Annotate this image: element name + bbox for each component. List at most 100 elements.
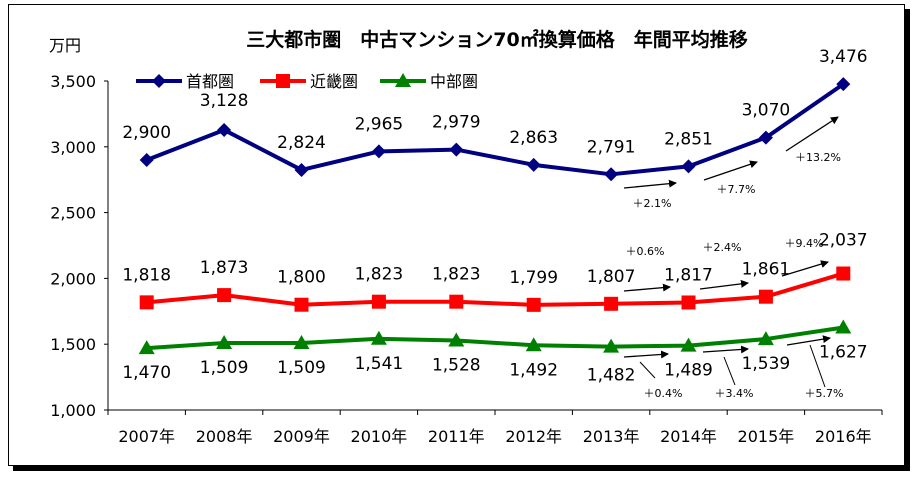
data-label: 1,509 — [277, 358, 326, 378]
data-label: 2,900 — [122, 123, 171, 143]
x-tick-label: 2016年 — [815, 427, 872, 446]
data-point — [370, 330, 387, 345]
legend-label: 中部圏 — [430, 72, 478, 91]
data-point — [836, 77, 851, 92]
x-tick-label: 2008年 — [196, 427, 253, 446]
data-point — [758, 289, 773, 304]
y-tick-label: 1,500 — [50, 335, 96, 354]
change-label: ＋5.7% — [805, 387, 844, 400]
data-point — [216, 335, 233, 350]
data-label: 1,539 — [742, 354, 791, 374]
data-point — [139, 295, 154, 310]
legend-marker — [152, 74, 166, 88]
legend-item: 首都圏 — [136, 72, 234, 91]
data-label: 2,863 — [509, 128, 558, 148]
y-tick-label: 1,000 — [50, 401, 96, 420]
series-1: 2,900 3,128 2,824 2,965 2,979 2,863 2,791 2,851… — [122, 47, 867, 210]
data-label: 2,824 — [277, 133, 326, 153]
x-tick-label: 2013年 — [583, 427, 640, 446]
series-line — [146, 325, 844, 351]
data-point — [294, 162, 309, 177]
data-label: 1,489 — [664, 361, 713, 381]
legend-item: 中部圏 — [380, 72, 478, 91]
data-point — [525, 337, 542, 352]
data-point — [371, 144, 386, 159]
x-tick-label: 2014年 — [660, 427, 717, 446]
series-2: 1,818 1,873 1,800 1,823 1,823 1,799 1,807 1,817… — [122, 231, 868, 312]
data-point — [217, 122, 232, 137]
data-point — [449, 142, 464, 157]
legend-marker — [395, 73, 411, 87]
data-label: 1,541 — [355, 354, 404, 374]
data-label: 1,861 — [742, 260, 791, 280]
change-arrow — [623, 350, 669, 359]
data-label: 2,851 — [664, 129, 713, 149]
change-label: ＋0.6% — [626, 245, 665, 258]
data-label: 1,817 — [664, 265, 713, 285]
change-arrow — [781, 260, 829, 277]
change-label: ＋2.1% — [633, 197, 672, 210]
data-point — [681, 295, 696, 310]
y-tick-label: 3,000 — [50, 138, 96, 157]
x-tick-label: 2007年 — [118, 427, 175, 446]
change-arrow — [702, 345, 749, 354]
legend-marker — [276, 74, 290, 88]
data-label: 1,482 — [587, 366, 636, 386]
data-label: 2,979 — [432, 113, 481, 133]
change-label: ＋7.7% — [717, 183, 756, 196]
data-point — [835, 319, 852, 334]
series-line — [145, 82, 845, 177]
data-point — [448, 332, 465, 347]
data-point — [603, 338, 620, 353]
y-tick-label: 2,000 — [50, 269, 96, 288]
data-label: 1,818 — [122, 265, 171, 285]
x-tick-label: 2012年 — [505, 427, 562, 446]
y-axis-label: 万円 — [49, 36, 81, 55]
data-point — [680, 337, 697, 352]
data-label: 1,873 — [200, 258, 249, 278]
leader-line — [723, 356, 736, 386]
leader-line — [639, 361, 656, 379]
data-point — [757, 331, 774, 346]
data-label: 1,800 — [277, 268, 326, 288]
change-label: ＋13.2% — [795, 151, 841, 164]
legend-label: 近畿圏 — [310, 72, 358, 91]
series-3: 1,470 1,509 1,509 1,541 1,528 1,492 1,482 1,489… — [122, 319, 868, 400]
data-point — [371, 294, 386, 309]
data-label: 2,791 — [587, 137, 636, 157]
data-label: 3,070 — [742, 101, 791, 121]
data-point — [758, 130, 773, 145]
chart-title: 三大都市圏 中古マンション70㎡換算価格 年間平均推移 — [246, 28, 747, 51]
change-label: ＋2.4% — [703, 241, 742, 254]
legend-item: 近畿圏 — [260, 72, 358, 91]
data-label: 1,509 — [200, 358, 249, 378]
change-arrow — [699, 279, 749, 290]
data-label: 3,128 — [200, 91, 249, 111]
data-point — [604, 296, 619, 311]
change-arrow — [623, 179, 677, 189]
data-label: 1,528 — [432, 356, 481, 376]
data-point — [526, 157, 541, 172]
data-label: 1,807 — [587, 267, 636, 287]
change-label: ＋0.4% — [644, 387, 683, 400]
change-label: ＋3.4% — [715, 387, 754, 400]
data-label: 3,476 — [819, 47, 868, 67]
data-point — [604, 167, 619, 182]
data-label: 1,823 — [355, 265, 404, 285]
data-label: 1,492 — [509, 360, 558, 380]
data-point — [526, 297, 541, 312]
x-tick-label: 2009年 — [273, 427, 330, 446]
x-tick-label: 2015年 — [738, 427, 795, 446]
data-label: 2,037 — [819, 231, 868, 251]
x-tick-label: 2011年 — [428, 427, 485, 446]
data-label: 1,823 — [432, 265, 481, 285]
series-line — [146, 271, 844, 307]
x-tick-label: 2010年 — [351, 427, 408, 446]
change-arrow — [786, 335, 831, 346]
data-point — [294, 297, 309, 312]
leader-line — [809, 344, 826, 388]
change-arrow — [703, 160, 758, 181]
y-tick-label: 3,500 — [50, 72, 96, 91]
change-label: ＋9.4% — [785, 237, 824, 250]
